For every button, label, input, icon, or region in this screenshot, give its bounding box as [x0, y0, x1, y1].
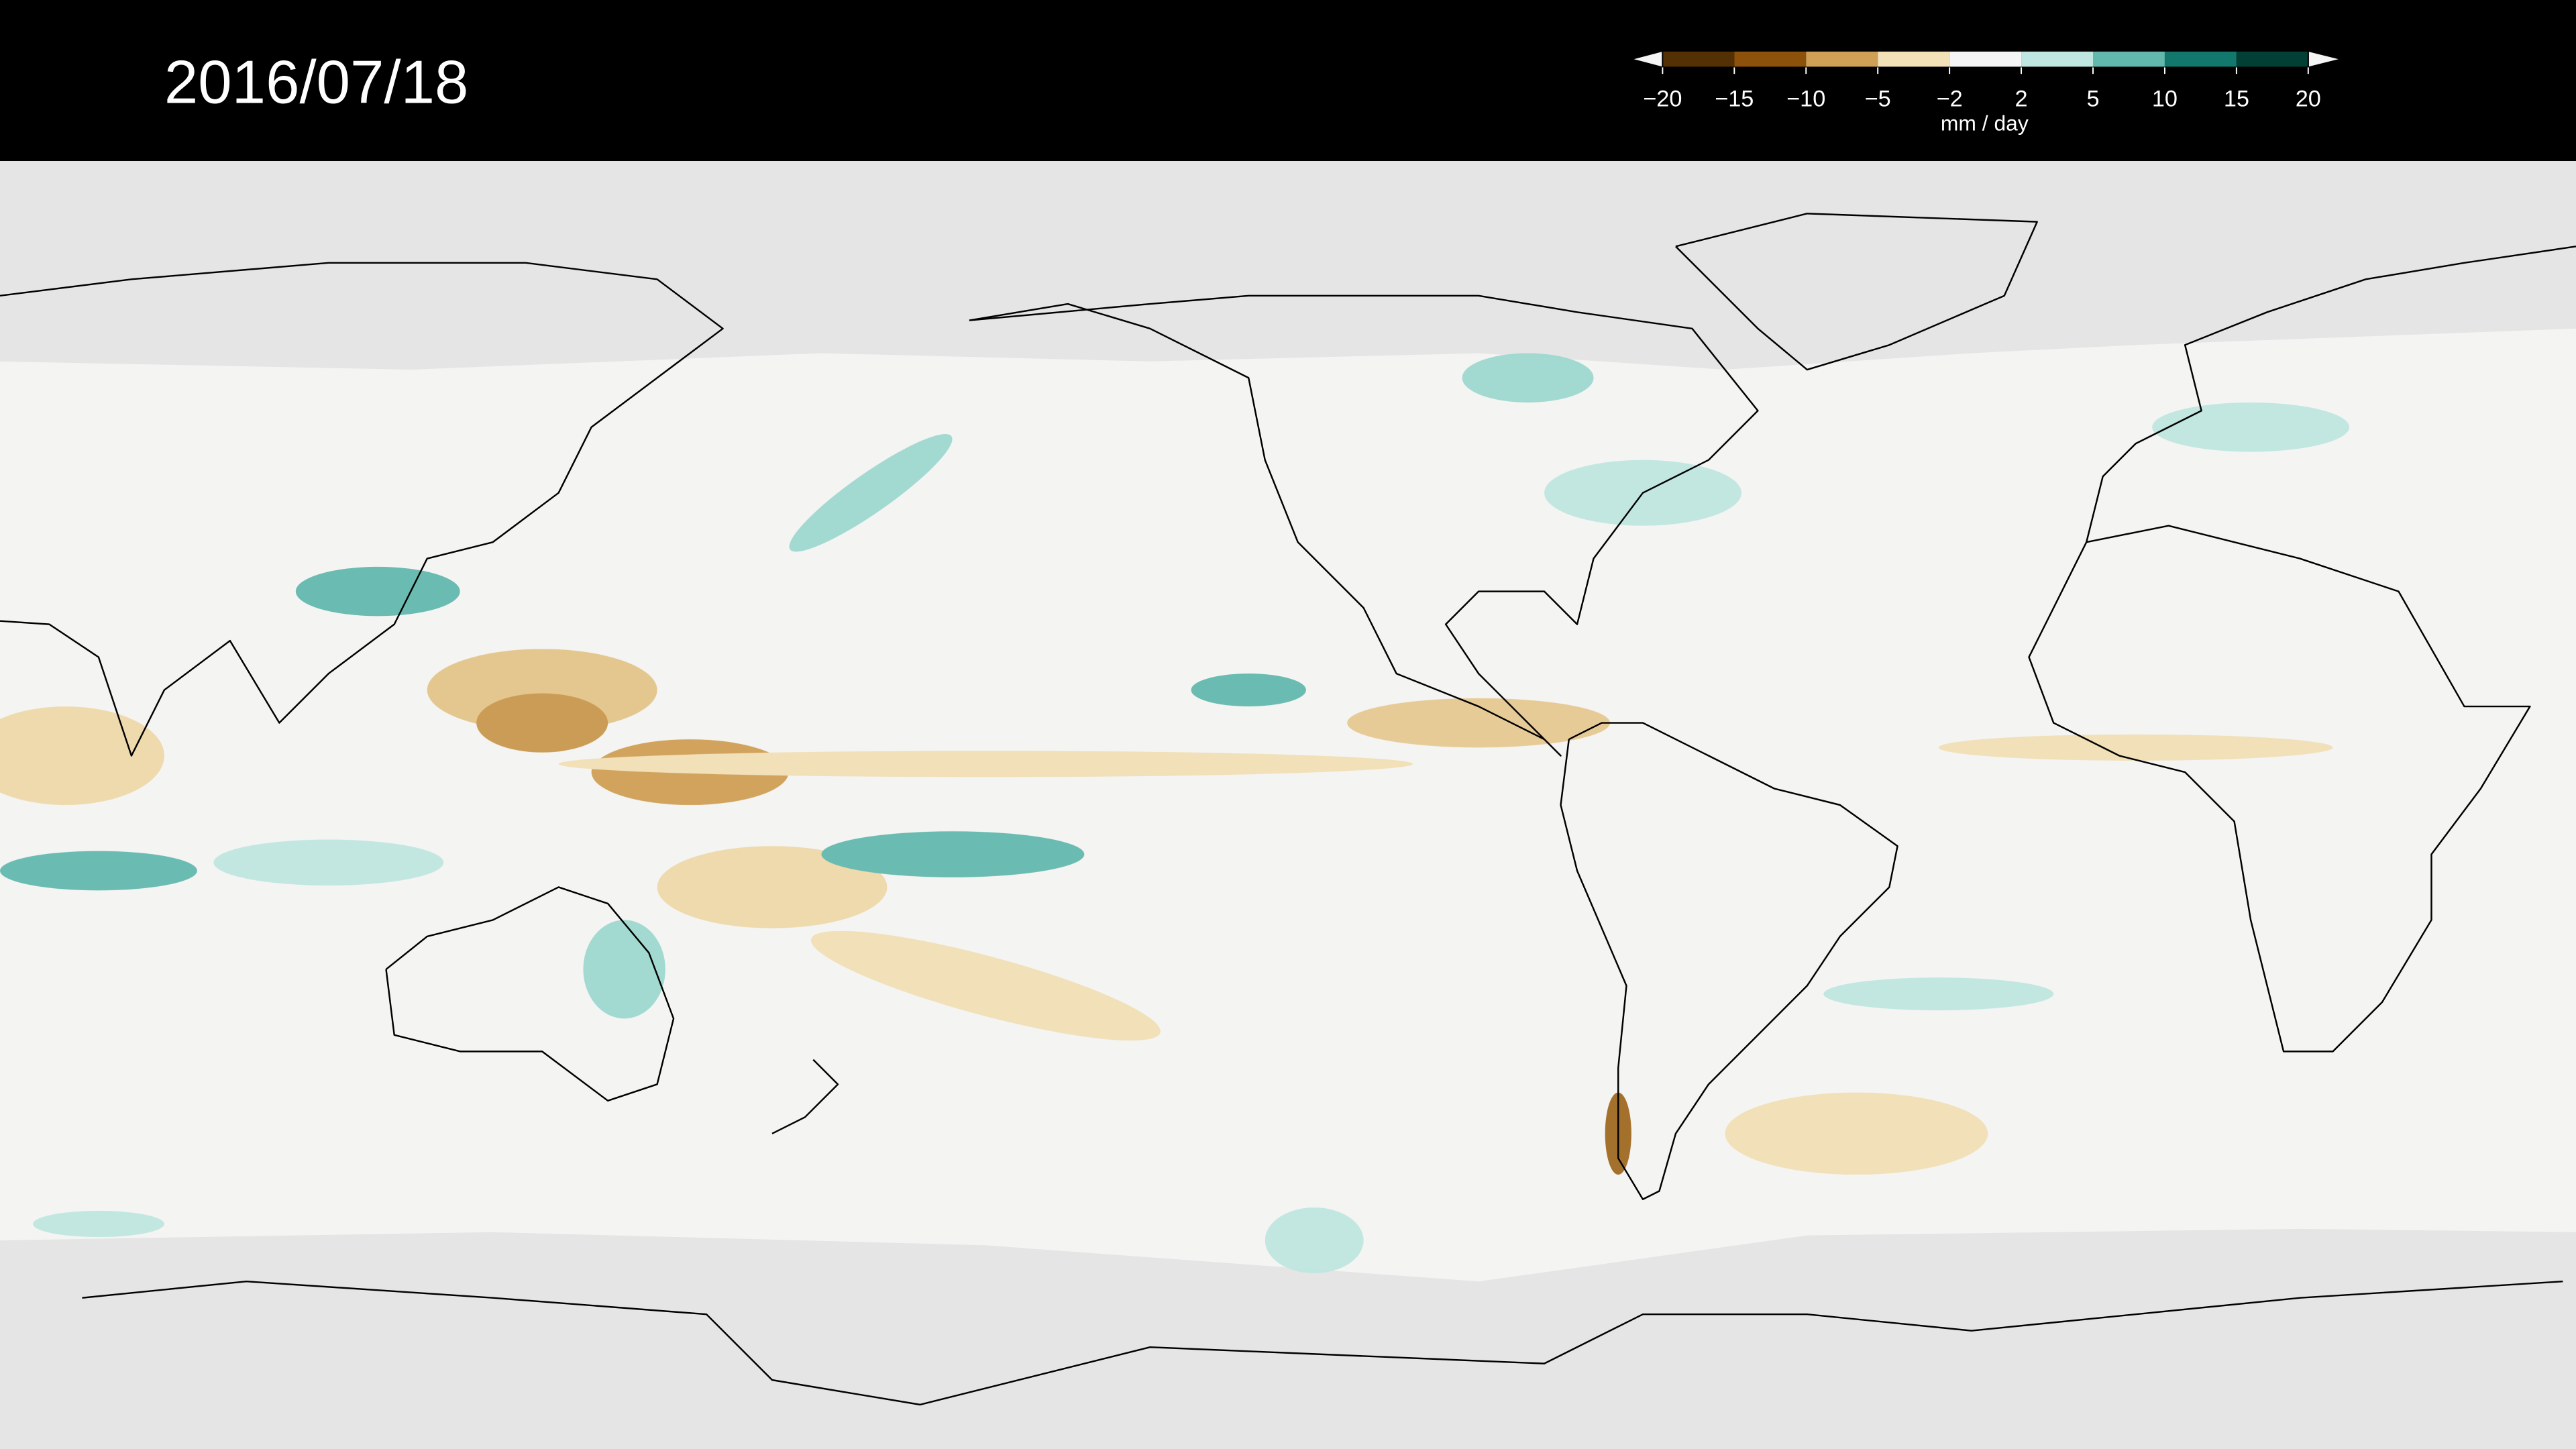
colorbar-tick-label: 2: [2015, 86, 2028, 111]
colorbar-tick-label: −15: [1715, 86, 1754, 111]
dry-anomaly: [476, 693, 608, 753]
coastline: [82, 1280, 2563, 1406]
coastline: [385, 886, 675, 1102]
wet-anomaly: [2152, 402, 2350, 452]
colorbar-tick-label: 15: [2224, 86, 2249, 111]
coastline: [1675, 213, 2038, 371]
colorbar-outline: [1662, 50, 2309, 68]
wet-anomaly: [789, 434, 953, 552]
colorbar-tick-label: 10: [2152, 86, 2178, 111]
colorbar-tick-label: −5: [1865, 86, 1891, 111]
coastline: [0, 262, 724, 757]
colorbar-segment: [2093, 50, 2165, 68]
colorbar-segment: [2236, 50, 2308, 68]
coastline: [771, 1059, 839, 1134]
dry-anomaly: [1347, 698, 1610, 748]
dry-anomaly: [1725, 1092, 1988, 1175]
wet-anomaly: [0, 851, 197, 891]
wet-anomaly: [583, 920, 665, 1019]
colorbar-segment: [2021, 50, 2093, 68]
wet-anomaly: [32, 1210, 164, 1238]
coastline: [969, 294, 1759, 757]
wet-anomaly: [1462, 353, 1594, 402]
date-title: 2016/07/18: [164, 49, 469, 117]
colorbar-segment: [1949, 50, 2022, 68]
colorbar-segment: [1662, 50, 1735, 68]
header-bar: [0, 0, 2576, 161]
colorbar-segment: [2164, 50, 2237, 68]
dry-anomaly: [1938, 734, 2333, 761]
colorbar-unit: mm / day: [1941, 111, 2029, 136]
wet-anomaly: [295, 566, 460, 616]
anomaly-fields: [0, 353, 2350, 1273]
wet-anomaly: [1823, 977, 2054, 1011]
dry-anomaly: [810, 930, 1161, 1041]
colorbar-segment: [1878, 50, 1950, 68]
wet-anomaly: [1191, 674, 1306, 707]
colorbar-segment: [1806, 50, 1878, 68]
dry-anomaly: [558, 751, 1413, 777]
wet-anomaly: [1265, 1208, 1364, 1273]
wet-anomaly: [821, 831, 1085, 877]
coastline: [1560, 722, 1898, 1200]
coastline: [2086, 246, 2576, 543]
polar-mask-south: [0, 1228, 2576, 1449]
colorbar-tick-label: −10: [1786, 86, 1825, 111]
polar-mask-north: [0, 161, 2576, 370]
dry-anomaly: [657, 846, 888, 928]
wet-anomaly: [213, 839, 444, 885]
map: [0, 161, 2576, 1449]
coastline: [2028, 525, 2531, 1053]
coastlines: [0, 213, 2576, 1406]
colorbar-tick-label: 5: [2086, 86, 2099, 111]
colorbar: mm / day −20 −15 −10 −5 −2 2 5 10 15 20: [1628, 50, 2342, 136]
colorbar-tick-label: −20: [1643, 86, 1682, 111]
colorbar-segment: [1734, 50, 1807, 68]
colorbar-tick-label: −2: [1937, 86, 1963, 111]
colorbar-tick-label: 20: [2296, 86, 2321, 111]
